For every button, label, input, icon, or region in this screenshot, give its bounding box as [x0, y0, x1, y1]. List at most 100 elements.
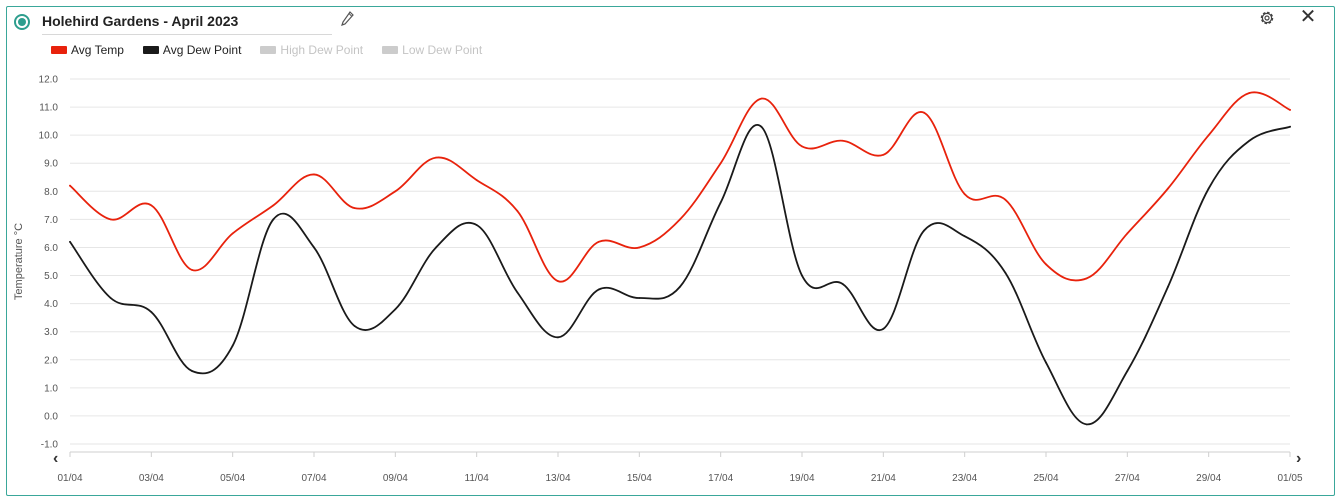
y-tick-label: 5.0: [44, 271, 58, 282]
y-tick-label: 4.0: [44, 299, 58, 310]
data-point: [394, 190, 397, 193]
data-point: [1248, 92, 1251, 94]
x-tick-label: 13/04: [545, 473, 570, 484]
chart-title[interactable]: Holehird Gardens - April 2023: [42, 10, 332, 35]
data-point: [150, 311, 153, 313]
data-point: [1085, 277, 1088, 280]
data-point: [1045, 263, 1047, 266]
data-point: [475, 179, 478, 181]
title-row: Holehird Gardens - April 2023: [14, 10, 332, 35]
x-tick-label: 27/04: [1115, 473, 1140, 484]
radio-dot: [18, 18, 26, 26]
x-tick-label: 25/04: [1033, 473, 1058, 484]
y-tick-label: 11.0: [39, 103, 58, 114]
data-point: [1126, 370, 1129, 372]
data-point: [597, 240, 600, 243]
data-point: [963, 235, 966, 238]
legend-item[interactable]: High Dew Point: [260, 43, 363, 57]
data-point: [394, 308, 397, 311]
data-point: [801, 274, 803, 277]
x-tick-label: 23/04: [952, 473, 977, 484]
y-tick-label: 8.0: [44, 187, 58, 198]
legend-swatch: [142, 46, 159, 54]
scroll-right-icon[interactable]: ›: [1296, 450, 1302, 467]
legend-item[interactable]: Avg Temp: [51, 43, 124, 57]
legend-swatch: [260, 46, 277, 54]
data-point: [1289, 108, 1291, 111]
data-point: [597, 288, 600, 291]
data-point: [231, 344, 234, 347]
data-point: [516, 291, 519, 294]
x-tick-label: 19/04: [789, 473, 814, 484]
data-point: [1207, 187, 1210, 190]
data-point: [882, 153, 885, 156]
data-point: [516, 210, 519, 212]
legend-label: Low Dew Point: [402, 43, 483, 57]
data-point: [1126, 232, 1129, 235]
data-point: [231, 232, 234, 235]
close-icon[interactable]: ✕: [1299, 6, 1317, 28]
data-point: [882, 327, 885, 330]
x-tick-label: 21/04: [871, 473, 896, 484]
data-point: [1289, 125, 1291, 128]
series-line-avg-temp: [69, 91, 1291, 283]
y-tick-label: 9.0: [44, 159, 58, 170]
data-point: [760, 125, 763, 128]
radio-selected-icon[interactable]: [14, 14, 30, 30]
x-tick-label: 01/04: [57, 473, 82, 484]
data-point: [557, 336, 559, 339]
legend-item[interactable]: Avg Dew Point: [142, 43, 242, 57]
gear-icon[interactable]: [1258, 9, 1276, 27]
legend-label: Avg Temp: [71, 43, 124, 57]
data-point: [435, 156, 437, 159]
data-point: [353, 207, 356, 210]
data-point: [272, 204, 275, 207]
data-point: [191, 370, 193, 372]
data-point: [1167, 187, 1169, 190]
x-tick-label: 09/04: [383, 473, 408, 484]
data-point: [435, 246, 437, 249]
data-point: [1045, 361, 1047, 364]
y-tick-label: 2.0: [44, 355, 58, 366]
data-point: [313, 173, 315, 176]
data-point: [760, 97, 763, 100]
legend-label: Avg Dew Point: [162, 43, 242, 57]
data-point: [841, 283, 844, 285]
data-point: [638, 297, 641, 299]
x-tick-label: 03/04: [139, 473, 164, 484]
data-point: [150, 204, 153, 207]
data-point: [719, 201, 722, 204]
legend-item[interactable]: Low Dew Point: [382, 43, 482, 57]
data-point: [353, 325, 356, 327]
y-tick-label: 3.0: [44, 327, 58, 338]
x-tick-label: 15/04: [627, 473, 652, 484]
x-tick-label: 29/04: [1196, 473, 1221, 484]
legend: Avg Temp Avg Dew Point High Dew Point Low D…: [51, 43, 501, 57]
y-axis-label: Temperature °C: [13, 223, 25, 300]
data-point: [719, 162, 722, 165]
data-point: [841, 139, 844, 142]
data-point: [272, 218, 275, 221]
pencil-icon[interactable]: [340, 11, 354, 27]
data-point: [1004, 198, 1007, 201]
data-point: [69, 240, 71, 243]
data-point: [638, 246, 641, 249]
data-point: [1004, 271, 1007, 274]
data-point: [1167, 285, 1169, 288]
data-point: [1207, 134, 1210, 137]
data-point: [963, 193, 966, 196]
y-tick-label: 7.0: [44, 215, 58, 226]
y-tick-label: 12.0: [39, 75, 59, 86]
data-point: [109, 297, 112, 299]
y-tick-label: 10.0: [39, 131, 59, 142]
legend-swatch: [382, 46, 399, 54]
data-point: [923, 229, 925, 232]
data-point: [69, 184, 71, 187]
data-point: [191, 269, 193, 271]
x-tick-label: 11/04: [465, 473, 490, 484]
y-tick-label: 1.0: [44, 383, 58, 394]
data-point: [679, 285, 681, 288]
y-tick-label: 6.0: [44, 243, 58, 254]
scroll-left-icon[interactable]: ‹: [53, 450, 59, 467]
